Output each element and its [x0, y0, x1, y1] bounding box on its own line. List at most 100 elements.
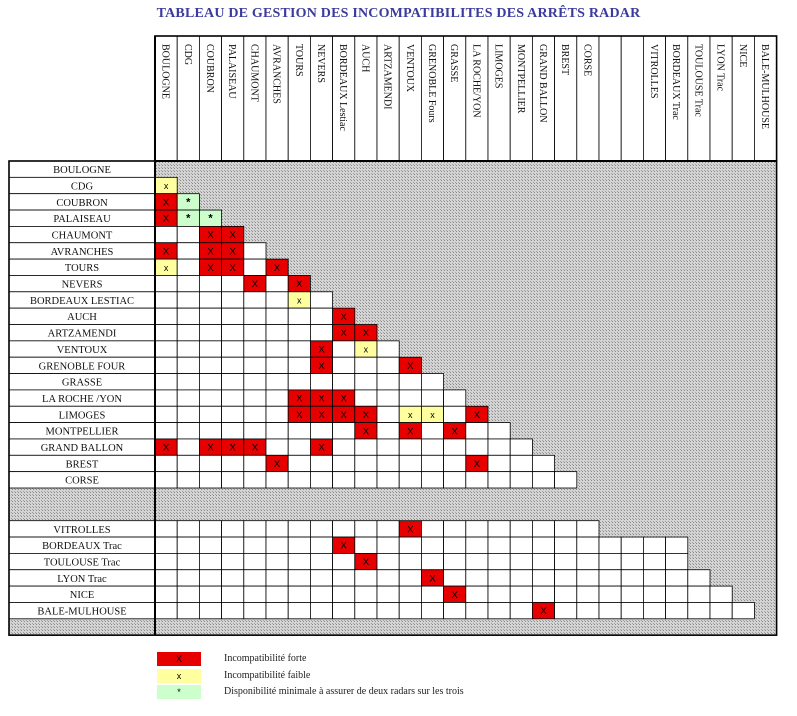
legend-strong: X Incompatibilité forte: [157, 652, 657, 666]
row-label: TOULOUSE Trac: [44, 557, 121, 568]
column-header-label: TOURS: [293, 44, 304, 77]
matrix-cell: [398, 602, 422, 620]
matrix-cell: [154, 405, 178, 424]
matrix-cell-mark: x: [430, 410, 435, 420]
matrix-cell: [176, 454, 200, 473]
matrix-cell: [598, 536, 622, 554]
matrix-cell-mark: X: [318, 394, 325, 405]
matrix-cell: [154, 585, 178, 603]
matrix-cell: [243, 585, 267, 603]
matrix-cell: [243, 602, 267, 620]
matrix-cell: [532, 520, 556, 538]
matrix-cell: [554, 471, 578, 489]
matrix-cell: [354, 520, 378, 538]
matrix-cell: [509, 438, 533, 456]
matrix-cell: [398, 553, 422, 571]
row-label: AUCH: [67, 312, 97, 323]
matrix-cell: [420, 438, 444, 456]
row-label: LA ROCHE /YON: [42, 394, 122, 405]
matrix-cell: [287, 340, 311, 358]
matrix-cell: [198, 536, 222, 554]
matrix-cell: [487, 454, 511, 473]
matrix-cell: [287, 569, 311, 587]
matrix-cell: [154, 340, 178, 358]
legend-strong-text: Incompatibilité forte: [224, 653, 307, 664]
matrix-cell: [620, 553, 644, 571]
column-header-label: CORSE: [581, 44, 592, 76]
matrix-cell: [221, 405, 245, 424]
matrix-cell: [487, 536, 511, 554]
matrix-cell: [465, 536, 489, 554]
matrix-cell: [332, 454, 356, 473]
matrix-cell: [509, 602, 533, 620]
matrix-cell: [309, 536, 333, 554]
matrix-cell: [576, 536, 600, 554]
matrix-cell-mark: x: [164, 181, 169, 191]
matrix-cell: [243, 389, 267, 407]
matrix-cell: [443, 553, 467, 571]
matrix-cell: [154, 520, 178, 538]
matrix-cell: [620, 602, 644, 620]
matrix-cell-mark: X: [318, 443, 325, 454]
column-header-label: GRENOBLE Fours: [426, 44, 437, 123]
matrix-cell: [487, 422, 511, 440]
row-label: NEVERS: [62, 280, 103, 291]
matrix-cell: [420, 389, 444, 407]
column-header-label: PALAISEAU: [226, 44, 237, 99]
legend-strong-swatch: X: [157, 652, 201, 666]
matrix-cell: [309, 602, 333, 620]
matrix-cell: [287, 585, 311, 603]
matrix-cell: [265, 520, 289, 538]
row-label: LIMOGES: [59, 410, 106, 421]
column-header-label: COUBRON: [204, 44, 215, 93]
matrix-cell: [598, 553, 622, 571]
matrix-cell: [176, 553, 200, 571]
matrix-cell-mark: *: [186, 196, 191, 208]
matrix-cell: [487, 569, 511, 587]
matrix-cell: [487, 520, 511, 538]
matrix-cell: [332, 569, 356, 587]
matrix-cell-mark: X: [341, 410, 348, 421]
matrix-cell-mark: x: [364, 345, 369, 355]
matrix-cell: [265, 356, 289, 374]
matrix-cell: [221, 373, 245, 391]
matrix-cell: [332, 340, 356, 358]
matrix-cell: [198, 454, 222, 473]
matrix-cell: [221, 291, 245, 309]
matrix-cell: [176, 307, 200, 325]
matrix-cell: [643, 569, 667, 587]
column-header-label: AVRANCHES: [271, 44, 282, 104]
matrix-cell: [287, 324, 311, 342]
matrix-cell: [420, 454, 444, 473]
matrix-cell: [487, 553, 511, 571]
matrix-cell-mark: X: [207, 443, 214, 454]
matrix-cell: [532, 471, 556, 489]
matrix-cell: [554, 585, 578, 603]
matrix-cell: [598, 585, 622, 603]
row-label: BOULOGNE: [53, 165, 111, 176]
matrix-cell: [620, 536, 644, 554]
matrix-cell-mark: X: [296, 394, 303, 405]
matrix-cell: [376, 520, 400, 538]
matrix-cell-mark: X: [452, 590, 459, 601]
matrix-cell: [221, 275, 245, 293]
matrix-cell: [287, 553, 311, 571]
matrix-cell: [265, 422, 289, 440]
matrix-cell: [354, 356, 378, 374]
matrix-cell: [198, 340, 222, 358]
matrix-cell-mark: X: [318, 345, 325, 356]
matrix-cell: [243, 324, 267, 342]
matrix-cell-mark: X: [207, 263, 214, 274]
matrix-cell: [243, 553, 267, 571]
matrix-cell: [243, 340, 267, 358]
matrix-cell: [154, 602, 178, 620]
matrix-cell: [176, 258, 200, 276]
matrix-cell-mark: X: [407, 524, 414, 535]
matrix-cell-mark: x: [297, 295, 302, 305]
matrix-cell: [265, 373, 289, 391]
legend-weak-swatch: x: [157, 669, 201, 683]
matrix-cell: [420, 553, 444, 571]
matrix-cell: [154, 422, 178, 440]
matrix-cell: [509, 536, 533, 554]
